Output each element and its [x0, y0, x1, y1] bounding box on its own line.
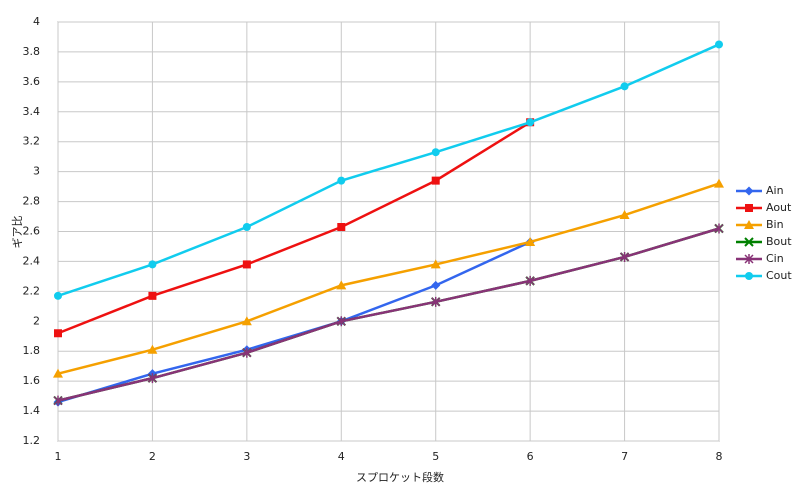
data-point [430, 259, 441, 269]
data-point [53, 368, 63, 378]
data-point [242, 223, 251, 232]
x-tick-label: 7 [621, 450, 628, 463]
data-point [620, 82, 629, 91]
y-tick-label: 3.2 [23, 135, 41, 148]
series-line [57, 121, 531, 335]
y-tick-label: 3.6 [23, 75, 41, 88]
legend-label: Bin [766, 218, 784, 231]
y-tick-label: 2.8 [23, 195, 41, 208]
y-tick-label: 1.6 [23, 374, 41, 387]
legend-label: Aout [766, 201, 792, 214]
data-point [336, 316, 346, 327]
y-tick-label: 2.4 [23, 254, 41, 267]
data-point [337, 176, 346, 185]
x-tick-label: 4 [338, 450, 345, 463]
data-point [526, 118, 535, 127]
data-point [431, 176, 440, 185]
legend-marker [744, 186, 754, 196]
data-point [148, 291, 157, 300]
x-tick-label: 8 [716, 450, 723, 463]
series-line [57, 182, 720, 375]
y-tick-label: 2 [33, 314, 40, 327]
legend-marker [745, 272, 753, 280]
y-tick-label: 2.6 [23, 225, 41, 238]
y-tick-label: 3 [33, 165, 40, 178]
y-axis-label: ギア比 [11, 216, 24, 249]
data-point [619, 210, 630, 220]
data-point [714, 178, 724, 188]
data-point [715, 40, 723, 49]
legend-label: Bout [766, 235, 792, 248]
y-tick-label: 1.8 [23, 344, 41, 357]
data-point [241, 316, 252, 326]
x-tick-label: 1 [55, 450, 62, 463]
y-tick-label: 3.4 [23, 105, 41, 118]
legend-marker [744, 237, 754, 247]
legend-label: Cout [766, 269, 792, 282]
data-point [431, 296, 441, 307]
data-point [242, 347, 252, 358]
x-tick-label: 5 [432, 450, 439, 463]
x-tick-label: 3 [243, 450, 250, 463]
data-point [337, 223, 346, 232]
legend-marker [744, 220, 754, 229]
data-point [525, 236, 536, 246]
y-tick-label: 4 [33, 15, 40, 28]
legend-marker [744, 254, 754, 264]
data-point [431, 148, 440, 157]
data-point [431, 280, 441, 290]
data-point [147, 344, 158, 354]
series-line [57, 227, 720, 402]
y-tick-label: 1.2 [23, 434, 41, 447]
data-point [53, 395, 63, 406]
data-point [620, 251, 630, 262]
data-point [336, 280, 347, 290]
data-point [148, 260, 157, 269]
data-point [54, 291, 62, 300]
legend-marker [745, 204, 753, 212]
y-tick-label: 2.2 [23, 284, 41, 297]
y-tick-label: 3.8 [23, 45, 41, 58]
x-tick-label: 2 [149, 450, 156, 463]
series-line [57, 43, 720, 298]
series-line [57, 240, 531, 404]
legend-label: Ain [766, 184, 784, 197]
data-point [147, 373, 157, 384]
data-point [714, 223, 724, 234]
data-point [242, 260, 251, 269]
x-tick-label: 6 [527, 450, 534, 463]
data-point [525, 275, 535, 286]
legend-label: Cin [766, 252, 784, 265]
x-axis-label: スプロケット段数 [356, 470, 444, 484]
data-point [54, 329, 62, 338]
y-tick-label: 1.4 [23, 404, 41, 417]
